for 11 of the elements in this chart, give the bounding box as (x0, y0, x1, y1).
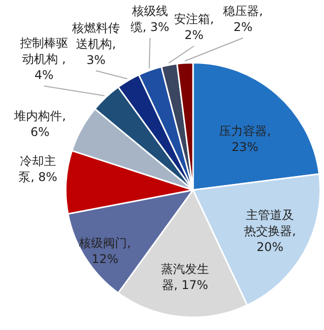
slice-label: 核燃料传送机构, 3% (71, 21, 120, 68)
slice-label: 控制棒驱动机构 , 4% (20, 36, 68, 82)
slice-label: 压力容器, 23% (219, 124, 271, 154)
slice-label: 核级线缆, 3% (130, 4, 170, 34)
slice-label: 核级阀门, 12% (78, 236, 131, 266)
slice-label: 主管道及热交换器, 20% (244, 208, 296, 254)
slice-label: 冷却主泵, 8% (18, 154, 58, 184)
slice-label: 堆内构件, 6% (13, 109, 66, 140)
slice-label: 蒸汽发生器, 17% (161, 262, 209, 292)
slice-label: 稳压器, 2% (223, 4, 263, 34)
slice-label: 安注箱, 2% (174, 12, 214, 42)
